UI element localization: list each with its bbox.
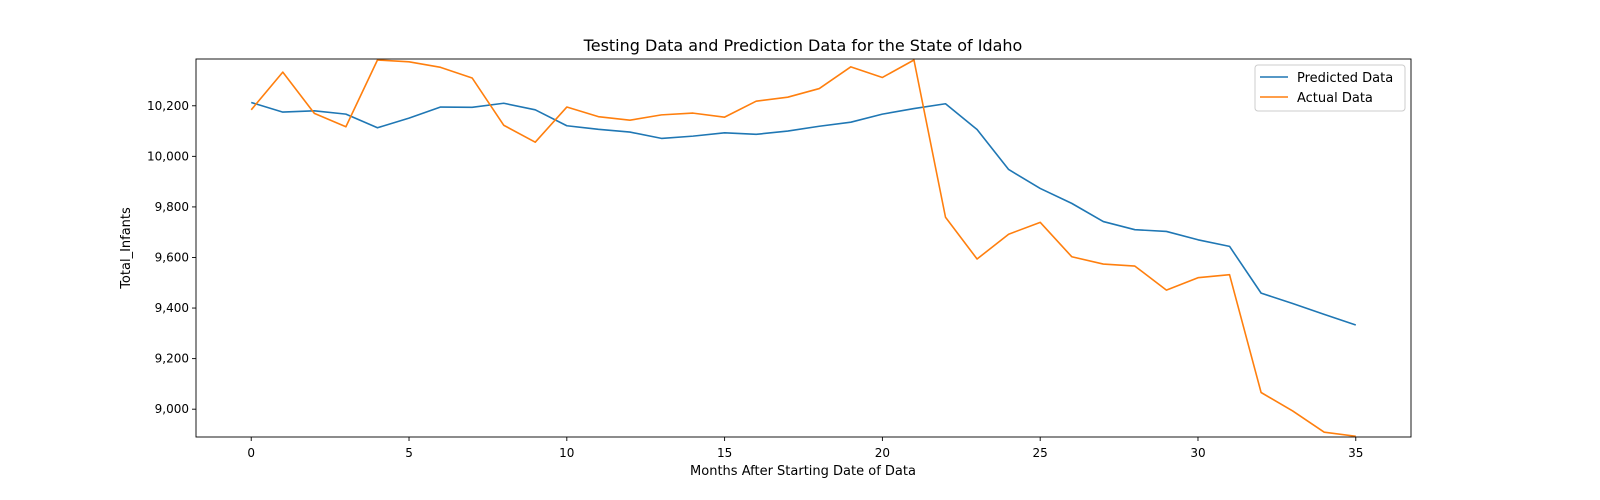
x-axis-label: Months After Starting Date of Data: [690, 464, 916, 479]
x-tick-label: 25: [1033, 446, 1048, 460]
legend-label: Actual Data: [1297, 91, 1373, 106]
y-tick-label: 10,000: [147, 149, 189, 163]
x-tick-label: 30: [1190, 446, 1205, 460]
plot-area: 0 5 10 15 20 25 30 35 9,000 9,200 9,400 9,600 9,800 1…: [147, 58, 1412, 460]
series-line-predicted: [250, 101, 1357, 326]
y-tick-label: 10,200: [147, 99, 189, 113]
y-tick-label: 9,600: [155, 250, 189, 264]
x-tick-label: 35: [1348, 446, 1363, 460]
plot-frame: [195, 58, 1412, 438]
series-line-actual: [250, 59, 1356, 437]
x-tick-label: 20: [875, 446, 890, 460]
legend-box: [1254, 64, 1406, 112]
x-tick-label: 0: [247, 446, 255, 460]
x-tick-label: 15: [717, 446, 732, 460]
y-tick-label: 9,000: [155, 402, 189, 416]
chart-title: Testing Data and Prediction Data for the…: [583, 36, 1023, 55]
y-tick-label: 9,400: [155, 301, 189, 315]
legend-label: Predicted Data: [1297, 71, 1393, 86]
x-tick-label: 5: [405, 446, 413, 460]
y-tick-label: 9,200: [155, 352, 189, 366]
y-axis-label: Total_Infants: [119, 207, 134, 290]
y-tick-label: 9,800: [155, 200, 189, 214]
x-tick-label: 10: [559, 446, 574, 460]
